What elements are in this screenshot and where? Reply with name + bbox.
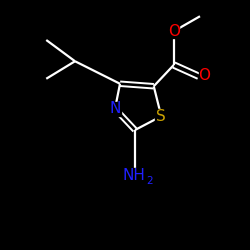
Text: S: S (156, 109, 166, 124)
Text: N: N (109, 101, 121, 116)
Bar (168, 25, 179, 38)
Bar (155, 109, 168, 123)
Bar (199, 70, 210, 82)
Text: O: O (198, 68, 210, 82)
Text: NH: NH (122, 168, 145, 182)
Text: 2: 2 (147, 176, 153, 186)
Bar (127, 168, 148, 182)
Bar (109, 102, 121, 116)
Text: O: O (168, 24, 180, 39)
